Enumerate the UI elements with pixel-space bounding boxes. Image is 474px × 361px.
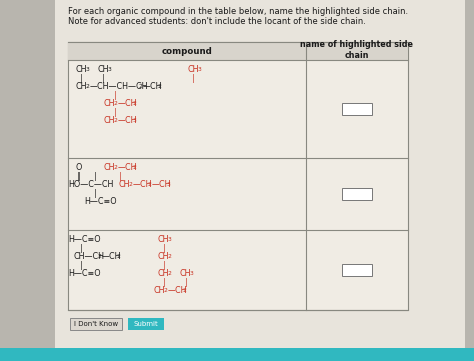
Text: |: | (94, 189, 97, 198)
Text: 2: 2 (98, 254, 102, 259)
Text: 2: 2 (133, 165, 137, 170)
Text: CH: CH (180, 269, 191, 278)
Text: |: | (119, 172, 122, 181)
Text: |: | (185, 278, 188, 287)
Text: CH: CH (104, 163, 116, 172)
Text: CH: CH (158, 269, 170, 278)
Bar (128, 318, 164, 330)
Text: —CH: —CH (118, 99, 137, 108)
Text: —CH: —CH (118, 116, 137, 125)
Text: For each organic compound in the table below, name the highlighted side chain.: For each organic compound in the table b… (68, 7, 408, 16)
Text: CH: CH (104, 99, 116, 108)
Text: 2: 2 (133, 101, 137, 106)
Text: |: | (163, 244, 165, 253)
Text: —CH—CH—CH: —CH—CH—CH (90, 82, 148, 91)
Text: CH: CH (76, 65, 88, 74)
Bar (68, 42, 408, 60)
Text: |: | (163, 278, 165, 287)
Text: 2: 2 (183, 288, 187, 293)
Text: 2: 2 (114, 101, 118, 106)
Text: 2: 2 (148, 182, 152, 187)
Text: 3: 3 (190, 271, 194, 276)
Text: 2: 2 (129, 182, 133, 187)
Bar (55, 0, 465, 355)
Text: CH: CH (98, 65, 109, 74)
Text: |: | (114, 108, 117, 117)
Text: I Don't Know: I Don't Know (74, 321, 118, 327)
Text: |: | (163, 261, 165, 270)
Bar (342, 103, 372, 115)
Text: 3: 3 (133, 118, 137, 123)
Text: Submit: Submit (134, 321, 158, 327)
Text: O: O (76, 163, 82, 172)
Text: CH: CH (104, 116, 116, 125)
Text: 2: 2 (139, 84, 143, 89)
Text: CH: CH (119, 180, 130, 189)
Text: CH: CH (154, 286, 165, 295)
Text: H—C≡O: H—C≡O (84, 197, 117, 206)
Text: —CH: —CH (168, 286, 188, 295)
Text: CH: CH (76, 82, 88, 91)
Text: —CH: —CH (152, 180, 172, 189)
Text: CH: CH (158, 252, 170, 261)
Text: |: | (80, 261, 82, 270)
Text: 2: 2 (164, 288, 168, 293)
Text: |: | (80, 244, 82, 253)
Text: CH: CH (188, 65, 200, 74)
Bar (70, 318, 122, 330)
Text: 3: 3 (86, 67, 90, 72)
Text: —CH: —CH (118, 163, 137, 172)
Text: 3: 3 (167, 182, 171, 187)
Text: |: | (114, 91, 117, 100)
Text: 2: 2 (117, 254, 121, 259)
Text: H—C≡O: H—C≡O (68, 235, 100, 244)
Text: —CH: —CH (143, 82, 163, 91)
Text: 2: 2 (158, 84, 162, 89)
Text: |: | (80, 74, 82, 83)
Text: 3: 3 (108, 67, 112, 72)
Text: compound: compound (162, 47, 212, 56)
Text: —CH: —CH (133, 180, 153, 189)
Text: H—C≡O: H—C≡O (68, 269, 100, 278)
Text: HO—C—CH: HO—C—CH (68, 180, 113, 189)
Text: ‖: ‖ (77, 172, 81, 181)
Text: 2: 2 (168, 254, 172, 259)
Text: |: | (102, 74, 105, 83)
Text: CH: CH (158, 235, 170, 244)
Text: |: | (94, 172, 97, 181)
Text: Note for advanced students: don't include the locant of the side chain.: Note for advanced students: don't includ… (68, 17, 366, 26)
Text: 2: 2 (114, 165, 118, 170)
Bar (68, 42, 408, 310)
Text: 2: 2 (114, 118, 118, 123)
Text: 2: 2 (86, 84, 90, 89)
Text: —CH: —CH (102, 252, 121, 261)
Text: 2: 2 (168, 271, 172, 276)
Text: CH—CH: CH—CH (74, 252, 105, 261)
Bar (342, 264, 372, 276)
Text: 3: 3 (198, 67, 202, 72)
Text: 3: 3 (168, 237, 172, 242)
Bar (342, 188, 372, 200)
Text: name of highlighted side
chain: name of highlighted side chain (301, 40, 413, 60)
Text: |: | (192, 74, 195, 83)
Bar (0, 348, 474, 361)
